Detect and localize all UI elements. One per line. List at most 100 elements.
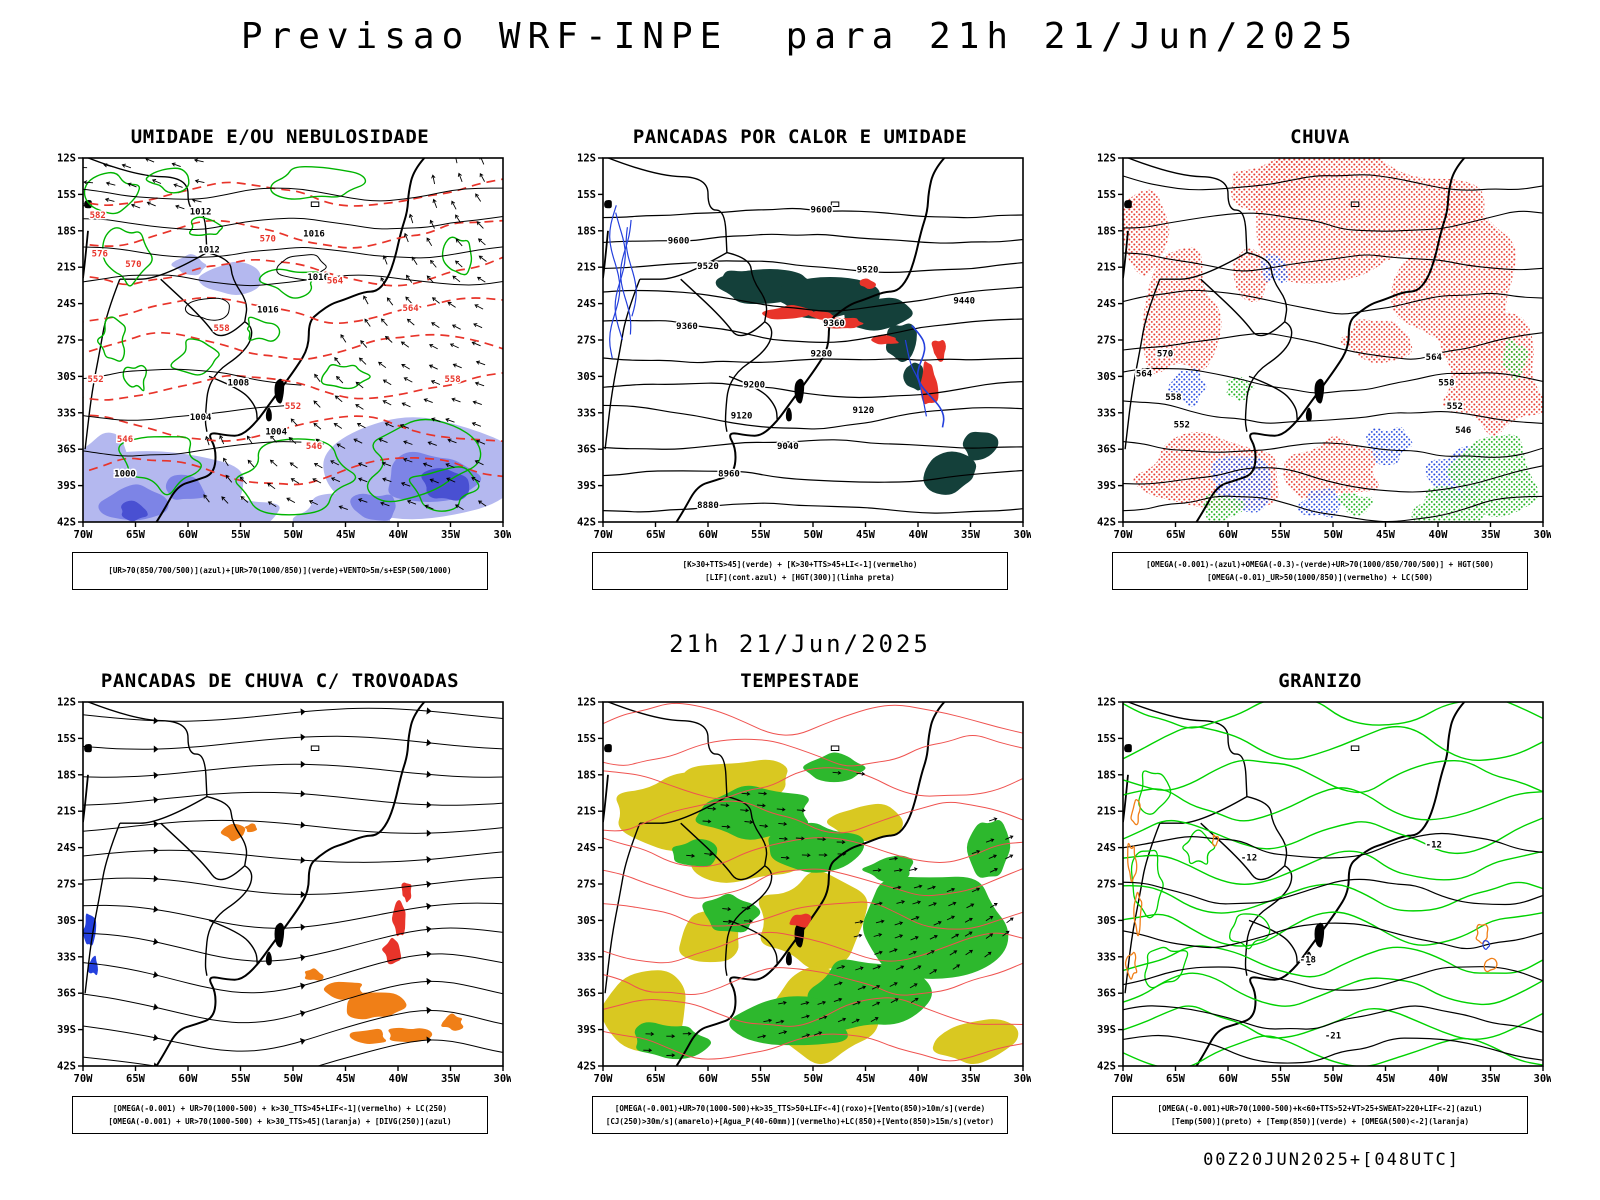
panel-title-umidade: UMIDADE E/OU NEBULOSIDADE <box>130 126 430 148</box>
lon-tick-label: 70W <box>74 1073 94 1085</box>
map-content <box>83 702 503 1066</box>
map-content: 570 564 564 558 558 552 552 546 <box>1123 158 1543 522</box>
country-border <box>204 321 253 432</box>
lat-tick-label: 24S <box>57 298 76 310</box>
df-boundary <box>830 745 840 751</box>
lat-tick-label: 30S <box>57 915 76 927</box>
lat-tick-label: 33S <box>577 951 596 963</box>
lon-tick-label: 70W <box>74 529 94 541</box>
map-content: 1012 1016 1012 1016 1016 1008 1004 1004 1000 582 5… <box>83 158 503 522</box>
lon-tick-label: 35W <box>1481 529 1501 541</box>
lon-tick-label: 50W <box>284 529 304 541</box>
map-umidade: 12S 15S 18S 21S 24S 27S 30S 33S 36S 39S 42S 70W 65W 6… <box>49 152 511 544</box>
lat-tick-label: 21S <box>57 262 76 274</box>
lat-tick-label: 27S <box>1097 879 1116 891</box>
lon-tick-label: 35W <box>961 1073 981 1085</box>
contour-label: 9600 <box>668 237 690 247</box>
lon-tick-label: 30W <box>1014 529 1031 541</box>
caption-umidade: [UR>70(850/700/500)](azul)+[UR>70(1000/8… <box>72 552 488 590</box>
overlay-lines <box>603 702 1023 1062</box>
contour-label: -21 <box>1325 1032 1341 1042</box>
lagoon <box>794 922 805 948</box>
contour-label: 9600 <box>811 206 833 216</box>
coastline <box>155 158 426 522</box>
lon-tick-label: 60W <box>1219 529 1239 541</box>
lake-titicaca <box>1124 744 1132 753</box>
lat-tick-label: 27S <box>1097 335 1116 347</box>
lagoon-small <box>265 951 272 966</box>
lon-tick-label: 55W <box>231 529 251 541</box>
country-border <box>1128 702 1248 797</box>
lon-tick-label: 55W <box>1271 1073 1291 1085</box>
lat-tick-label: 27S <box>577 335 596 347</box>
lat-tick-label: 15S <box>577 189 596 201</box>
contour-label: 8880 <box>697 501 719 511</box>
lon-tick-label: 30W <box>1534 1073 1551 1085</box>
contour-label: 9200 <box>743 380 765 390</box>
contour-label: 1000 <box>114 470 136 480</box>
lat-tick-label: 30S <box>1097 371 1116 383</box>
panel-title-tempestade: TEMPESTADE <box>740 670 860 692</box>
lon-tick-label: 70W <box>1114 529 1134 541</box>
lagoon <box>1314 378 1325 404</box>
geography <box>1123 702 1466 1066</box>
lon-tick-label: 40W <box>1429 1073 1449 1085</box>
geography <box>603 158 946 522</box>
contour-label: -18 <box>1300 955 1316 965</box>
lat-tick-label: 39S <box>1097 480 1116 492</box>
lat-tick-label: 18S <box>577 225 596 237</box>
lat-tick-label: 12S <box>1097 697 1116 709</box>
country-border <box>160 822 246 881</box>
map-chuva: 12S 15S 18S 21S 24S 27S 30S 33S 36S 39S 42S 70W 65W 6… <box>1089 152 1551 544</box>
country-border <box>206 795 248 866</box>
lon-tick-label: 70W <box>594 529 614 541</box>
lagoon-small <box>785 951 792 966</box>
lon-tick-label: 30W <box>494 1073 511 1085</box>
lat-tick-label: 42S <box>577 517 596 529</box>
map-content <box>603 702 1023 1066</box>
country-border <box>1244 321 1293 432</box>
map-frame <box>602 157 1024 523</box>
caption-granizo: [OMEGA(-0.001)+UR>70(1000-500)+k<60+TTS>… <box>1112 1096 1528 1134</box>
contour-label: 546 <box>117 435 133 445</box>
country-border <box>728 375 778 422</box>
contour-label: 9520 <box>697 262 719 272</box>
valid-time-label: 21h 21/Jun/2025 <box>669 630 931 658</box>
contour-label: 564 <box>1136 369 1153 379</box>
overlay-fills <box>1123 158 1543 522</box>
lat-tick-label: 36S <box>577 444 596 456</box>
df-boundary <box>310 201 320 207</box>
lon-tick-label: 65W <box>646 529 666 541</box>
lat-tick-label: 36S <box>57 444 76 456</box>
panel-pancadas-calor: PANCADAS POR CALOR E UMIDADE 12S 15S 18S 21… <box>540 126 1060 590</box>
lon-tick-label: 45W <box>856 529 876 541</box>
country-border <box>1200 822 1286 881</box>
geography <box>1123 158 1466 522</box>
map-frame <box>1122 701 1544 1067</box>
country-border <box>119 251 208 280</box>
lat-tick-label: 12S <box>57 153 76 165</box>
map-frame <box>1122 157 1544 523</box>
lon-tick-label: 40W <box>909 529 929 541</box>
contour-label: 1016 <box>303 229 325 239</box>
map-content: -12 -12 -18 -21 <box>1123 702 1543 1066</box>
contour-label: 570 <box>125 260 141 270</box>
contour-label: 552 <box>285 402 301 412</box>
lat-tick-label: 24S <box>577 842 596 854</box>
pacific-coastline <box>1123 774 1129 823</box>
pacific-coastline <box>1123 230 1129 279</box>
overlay-fills <box>715 269 999 495</box>
lon-tick-label: 40W <box>389 529 409 541</box>
map-tempestade: 12S 15S 18S 21S 24S 27S 30S 33S 36S 39S 42S 70W 65W 6… <box>569 696 1031 1088</box>
df-boundary <box>1350 745 1360 751</box>
lon-tick-label: 55W <box>1271 529 1291 541</box>
country-border <box>604 822 641 994</box>
country-border <box>84 278 121 450</box>
contour-label: 9360 <box>676 322 698 332</box>
country-border <box>608 702 728 797</box>
